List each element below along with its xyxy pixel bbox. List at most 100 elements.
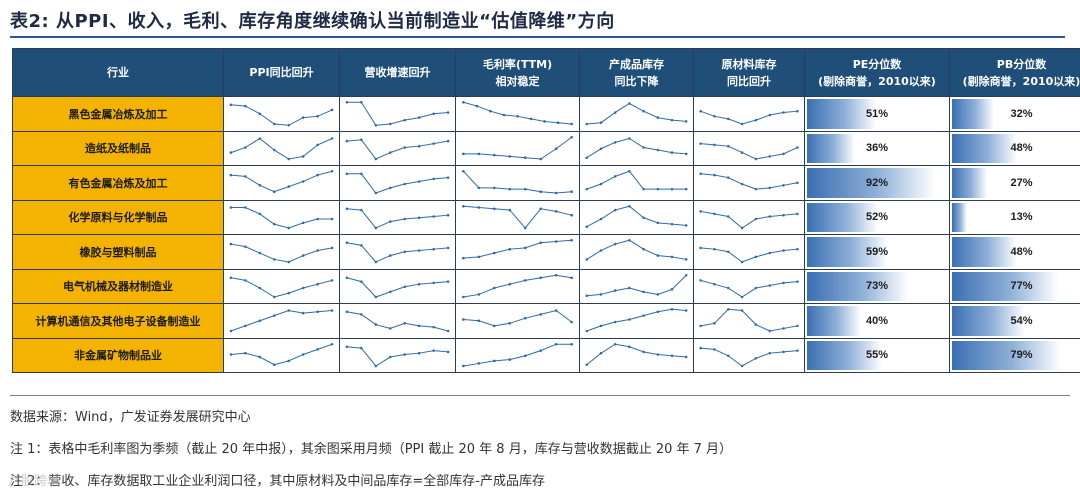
ppi-sparkline-point	[258, 251, 262, 255]
margin-sparkline-point	[492, 153, 496, 156]
raw-inventory-sparkline-point	[713, 173, 716, 177]
finished-inventory-sparkline-cell	[579, 303, 694, 339]
raw-inventory-sparkline-point	[796, 145, 799, 149]
finished-inventory-sparkline-point	[628, 286, 631, 289]
margin-sparkline-cell	[455, 303, 580, 339]
raw-inventory-sparkline-point	[796, 181, 799, 185]
raw-inventory-sparkline-point	[782, 111, 785, 114]
margin-sparkline-point	[543, 120, 546, 123]
ppi-sparkline-point	[244, 205, 247, 209]
ppi-sparkline-line	[231, 311, 332, 331]
pb-percentile-label: 32%	[1010, 107, 1033, 120]
ppi-sparkline-point	[301, 254, 305, 257]
raw-inventory-sparkline-point	[754, 157, 758, 160]
revenue-sparkline-line	[347, 346, 448, 365]
revenue-sparkline-point	[360, 279, 363, 283]
ppi-sparkline-point	[229, 103, 233, 107]
industry-name: 非金属矿物制品业	[12, 337, 224, 373]
revenue-sparkline-point	[345, 139, 349, 142]
finished-inventory-sparkline-point	[613, 242, 617, 246]
finished-inventory-sparkline-point	[599, 217, 603, 220]
revenue-sparkline-point	[446, 111, 450, 114]
table-row: 有色金属冶炼及加工 92% 27%	[12, 165, 1080, 201]
revenue-sparkline-cell	[339, 199, 456, 235]
margin-sparkline-point	[516, 115, 519, 118]
ppi-sparkline-point	[258, 112, 262, 116]
raw-inventory-sparkline-point	[768, 186, 771, 190]
revenue-sparkline-point	[374, 260, 378, 264]
ppi-sparkline-point	[273, 362, 276, 366]
raw-inventory-sparkline-point	[768, 329, 771, 333]
ppi-sparkline-point	[258, 184, 262, 187]
margin-sparkline-point	[462, 256, 465, 260]
raw-inventory-sparkline-point	[782, 327, 785, 330]
revenue-sparkline-point	[403, 250, 406, 254]
header-pb-percentile: PB分位数 (剔除商誉，2010以来)	[949, 48, 1080, 97]
ppi-sparkline-point	[287, 291, 290, 294]
ppi-sparkline-cell	[223, 165, 340, 201]
finished-inventory-sparkline-point	[684, 187, 688, 191]
ppi-sparkline-point	[316, 143, 319, 146]
raw-inventory-sparkline-point	[796, 247, 799, 251]
valuation-table: 行业 PPI同比回升 营收增速回升 毛利率(TTM) 相对稳定 产成品库存 同比下降…	[12, 48, 1080, 373]
revenue-sparkline-point	[374, 364, 378, 367]
margin-sparkline-point	[489, 109, 492, 113]
margin-sparkline-point	[539, 190, 543, 193]
finished-inventory-sparkline	[585, 342, 688, 366]
revenue-sparkline-point	[374, 226, 378, 229]
ppi-sparkline-cell	[223, 337, 340, 373]
revenue-sparkline-line	[347, 102, 448, 125]
margin-sparkline-point	[508, 282, 512, 285]
industry-name: 计算机通信及其他电子设备制造业	[12, 303, 224, 339]
revenue-sparkline-point	[417, 282, 421, 285]
finished-inventory-sparkline-point	[642, 215, 645, 219]
finished-inventory-sparkline-point	[628, 238, 631, 242]
table-header-row: 行业 PPI同比回升 营收增速回升 毛利率(TTM) 相对稳定 产成品库存 同比下降…	[12, 48, 1080, 97]
finished-inventory-sparkline-point	[628, 102, 631, 105]
raw-inventory-sparkline-point	[768, 351, 771, 354]
header-pe-percentile: PE分位数 (剔除商誉，2010以来)	[804, 48, 950, 97]
finished-inventory-sparkline-point	[613, 342, 617, 346]
finished-inventory-sparkline	[585, 136, 688, 159]
margin-sparkline-point	[539, 348, 543, 352]
ppi-sparkline	[229, 103, 334, 127]
industry-name: 黑色金属冶炼及加工	[12, 96, 224, 132]
margin-sparkline-point	[492, 207, 496, 210]
raw-inventory-sparkline-line	[701, 280, 798, 297]
revenue-sparkline-point	[389, 150, 392, 154]
ppi-sparkline-point	[330, 246, 334, 250]
margin-sparkline-cell	[455, 130, 580, 166]
pe-percentile-cell: 52%	[804, 199, 950, 235]
raw-inventory-sparkline-cell	[693, 268, 805, 304]
revenue-sparkline-point	[374, 157, 378, 160]
raw-inventory-sparkline-cell	[693, 130, 805, 166]
ppi-sparkline-point	[229, 150, 233, 154]
revenue-sparkline	[345, 172, 450, 195]
ppi-sparkline-point	[273, 258, 276, 261]
margin-sparkline	[462, 169, 573, 195]
raw-inventory-sparkline-cell	[693, 96, 805, 132]
finished-inventory-sparkline-point	[628, 204, 631, 208]
pe-percentile-bar	[807, 306, 861, 336]
raw-inventory-sparkline-line	[701, 174, 798, 189]
margin-sparkline-point	[570, 342, 573, 346]
pb-percentile-bar	[952, 168, 987, 198]
industry-name: 电气机械及器材制造业	[12, 268, 224, 304]
pb-percentile-cell: 79%	[949, 337, 1080, 373]
ppi-sparkline-point	[330, 169, 334, 173]
raw-inventory-sparkline-line	[701, 309, 798, 331]
revenue-sparkline-point	[345, 310, 349, 314]
ppi-sparkline-line	[231, 138, 332, 158]
finished-inventory-sparkline-point	[599, 292, 603, 296]
ppi-sparkline-point	[301, 286, 305, 289]
margin-sparkline-point	[554, 342, 558, 346]
pb-percentile-cell: 48%	[949, 130, 1080, 166]
raw-inventory-sparkline	[699, 209, 799, 229]
raw-inventory-sparkline-point	[754, 217, 758, 220]
ppi-sparkline-point	[273, 190, 276, 193]
revenue-sparkline-point	[417, 215, 421, 219]
pb-percentile-bar	[952, 99, 994, 129]
revenue-sparkline-point	[360, 138, 363, 141]
ppi-sparkline-cell	[223, 268, 340, 304]
finished-inventory-sparkline-line	[587, 275, 686, 295]
